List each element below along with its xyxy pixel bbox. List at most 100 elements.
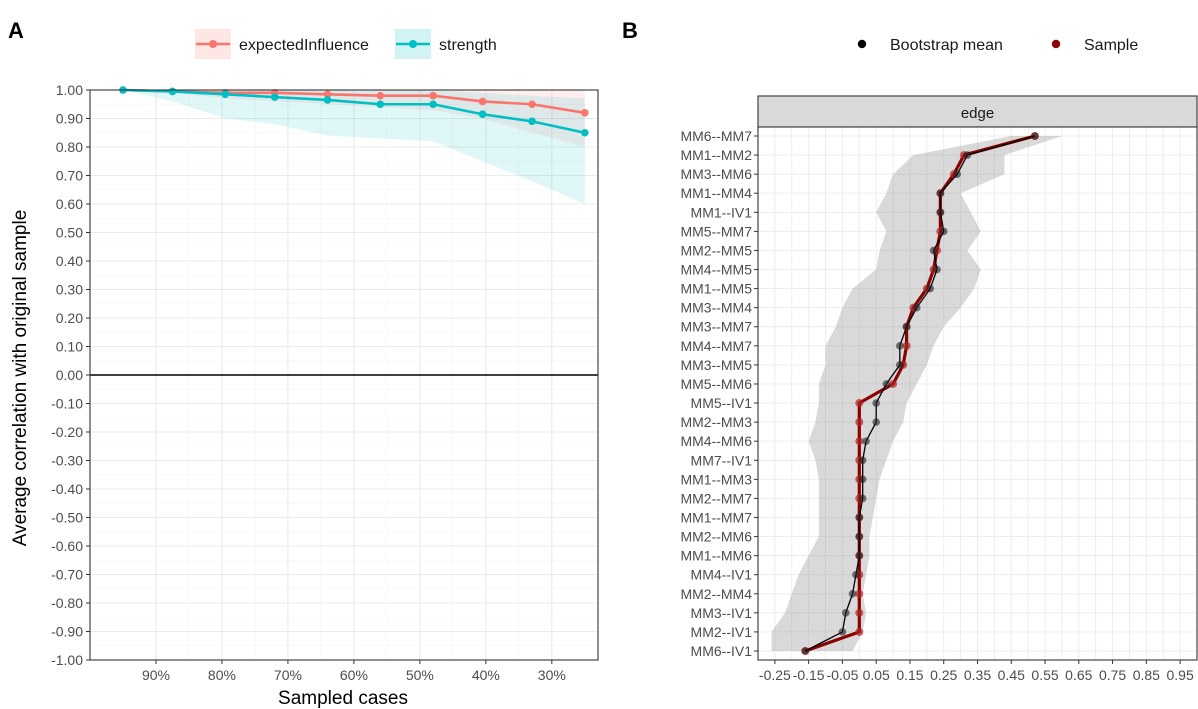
legend-label: Sample <box>1084 37 1138 54</box>
y-tick-label: MM1--MM3 <box>680 471 752 487</box>
y-tick-label: MM4--IV1 <box>691 567 753 583</box>
y-tick-label: MM1--MM6 <box>680 548 752 564</box>
y-tick-label: -0.50 <box>51 510 83 526</box>
y-tick-label: MM5--MM6 <box>680 376 752 392</box>
data-point-expectedInfluence <box>478 97 487 106</box>
data-point-bootstrap <box>852 570 860 579</box>
x-tick-label: 0.45 <box>998 667 1025 683</box>
legend-label: strength <box>439 37 497 54</box>
data-point-strength <box>429 100 437 109</box>
data-point-sample <box>889 379 898 388</box>
y-tick-label: MM1--MM5 <box>680 281 752 297</box>
plot-border <box>757 126 1198 661</box>
legend-key-point <box>857 39 867 49</box>
data-point-bootstrap <box>858 475 867 484</box>
y-tick-label: 0.60 <box>56 196 83 212</box>
legend-label: Bootstrap mean <box>890 37 1003 54</box>
y-tick-label: MM3--MM6 <box>680 166 752 182</box>
data-point-sample <box>855 437 864 446</box>
y-tick-label: MM2--MM4 <box>680 586 752 602</box>
y-tick-label: MM5--IV1 <box>691 395 753 411</box>
y-tick-label: -0.70 <box>51 567 83 583</box>
plot-border <box>89 89 599 661</box>
data-point-strength <box>581 128 589 137</box>
y-tick-label: MM3--IV1 <box>691 605 753 621</box>
data-point-bootstrap <box>872 418 880 426</box>
data-point-bootstrap <box>848 589 857 598</box>
y-tick-label: 0.00 <box>56 367 83 383</box>
data-point-strength <box>478 110 487 119</box>
y-tick-label: -0.40 <box>51 481 83 497</box>
panel-a: A expectedInfluence strength -1.00 -0.90 -0… <box>8 18 599 709</box>
y-tick-label: MM3--MM7 <box>680 319 752 335</box>
data-point-strength <box>270 93 279 101</box>
data-point-strength <box>323 96 332 104</box>
x-tick-label: 50% <box>406 667 434 683</box>
x-tick-label: 0.95 <box>1166 667 1193 683</box>
data-point-bootstrap <box>858 456 867 465</box>
x-tick-label: 90% <box>142 667 170 683</box>
panel-a-y-title: Average correlation with original sample <box>10 210 31 547</box>
data-point-bootstrap <box>936 189 945 198</box>
data-point-bootstrap <box>862 437 870 445</box>
data-point-expectedInfluence <box>376 91 385 100</box>
y-tick-label: 0.70 <box>56 168 83 184</box>
y-tick-label: -0.90 <box>51 624 83 640</box>
ci-band-strength <box>122 90 585 204</box>
x-tick-label: 0.35 <box>964 667 991 683</box>
data-point-sample <box>855 589 864 598</box>
series-line-sample <box>804 134 1036 653</box>
data-point-strength <box>168 87 177 96</box>
data-point-bootstrap <box>963 151 972 159</box>
y-tick-label: 0.10 <box>56 339 83 355</box>
data-point-sample <box>855 399 864 408</box>
y-tick-label: -0.60 <box>51 538 83 554</box>
y-tick-label: 1.00 <box>56 82 83 98</box>
y-tick-label: MM4--MM7 <box>680 338 752 354</box>
x-tick-label: -0.05 <box>826 667 858 683</box>
data-point-sample <box>855 418 864 427</box>
data-point-bootstrap <box>842 609 850 617</box>
y-tick-label: MM5--MM7 <box>680 223 752 239</box>
y-tick-label: -0.10 <box>51 396 83 412</box>
data-point-strength <box>528 117 536 126</box>
y-tick-label: MM1--MM2 <box>680 147 752 163</box>
data-point-bootstrap <box>912 303 921 312</box>
data-point-bootstrap <box>838 628 847 636</box>
x-tick-label: 60% <box>340 667 368 683</box>
x-tick-label: 30% <box>538 667 566 683</box>
series-line-bootstrap <box>804 135 1036 652</box>
y-tick-label: -0.80 <box>51 595 83 611</box>
data-point-sample <box>855 627 864 636</box>
data-point-bootstrap <box>896 361 904 369</box>
ci-band-expectedInfluence <box>122 90 585 147</box>
data-point-bootstrap <box>858 494 867 503</box>
panel-a-legend: expectedInfluence strength <box>195 29 497 59</box>
y-tick-label: MM1--MM4 <box>680 185 752 201</box>
data-point-bootstrap <box>929 246 938 255</box>
x-tick-label: -0.25 <box>759 667 791 683</box>
data-point-sample <box>902 341 911 350</box>
data-point-bootstrap <box>926 284 935 293</box>
x-tick-label: 0.75 <box>1099 667 1126 683</box>
x-tick-label: 0.05 <box>863 667 890 683</box>
y-tick-label: MM2--MM6 <box>680 529 752 545</box>
ci-band <box>771 136 1062 651</box>
panel-a-x-title: Sampled cases <box>278 688 408 709</box>
legend-key-point <box>1051 39 1061 49</box>
data-point-bootstrap <box>882 380 891 388</box>
data-point-bootstrap <box>939 227 948 236</box>
data-point-bootstrap <box>801 647 810 655</box>
y-tick-label: MM2--MM3 <box>680 414 752 430</box>
data-point-bootstrap <box>872 399 880 407</box>
data-point-expectedInfluence <box>528 100 536 109</box>
y-tick-label: 0.20 <box>56 310 83 326</box>
y-tick-label: -0.20 <box>51 424 83 440</box>
x-tick-label: -0.15 <box>793 667 825 683</box>
y-tick-label: MM6--IV1 <box>691 643 753 659</box>
legend-key-point <box>209 40 217 48</box>
x-tick-label: 0.25 <box>930 667 957 683</box>
data-point-bootstrap <box>855 551 864 560</box>
y-tick-label: MM7--IV1 <box>691 452 753 468</box>
